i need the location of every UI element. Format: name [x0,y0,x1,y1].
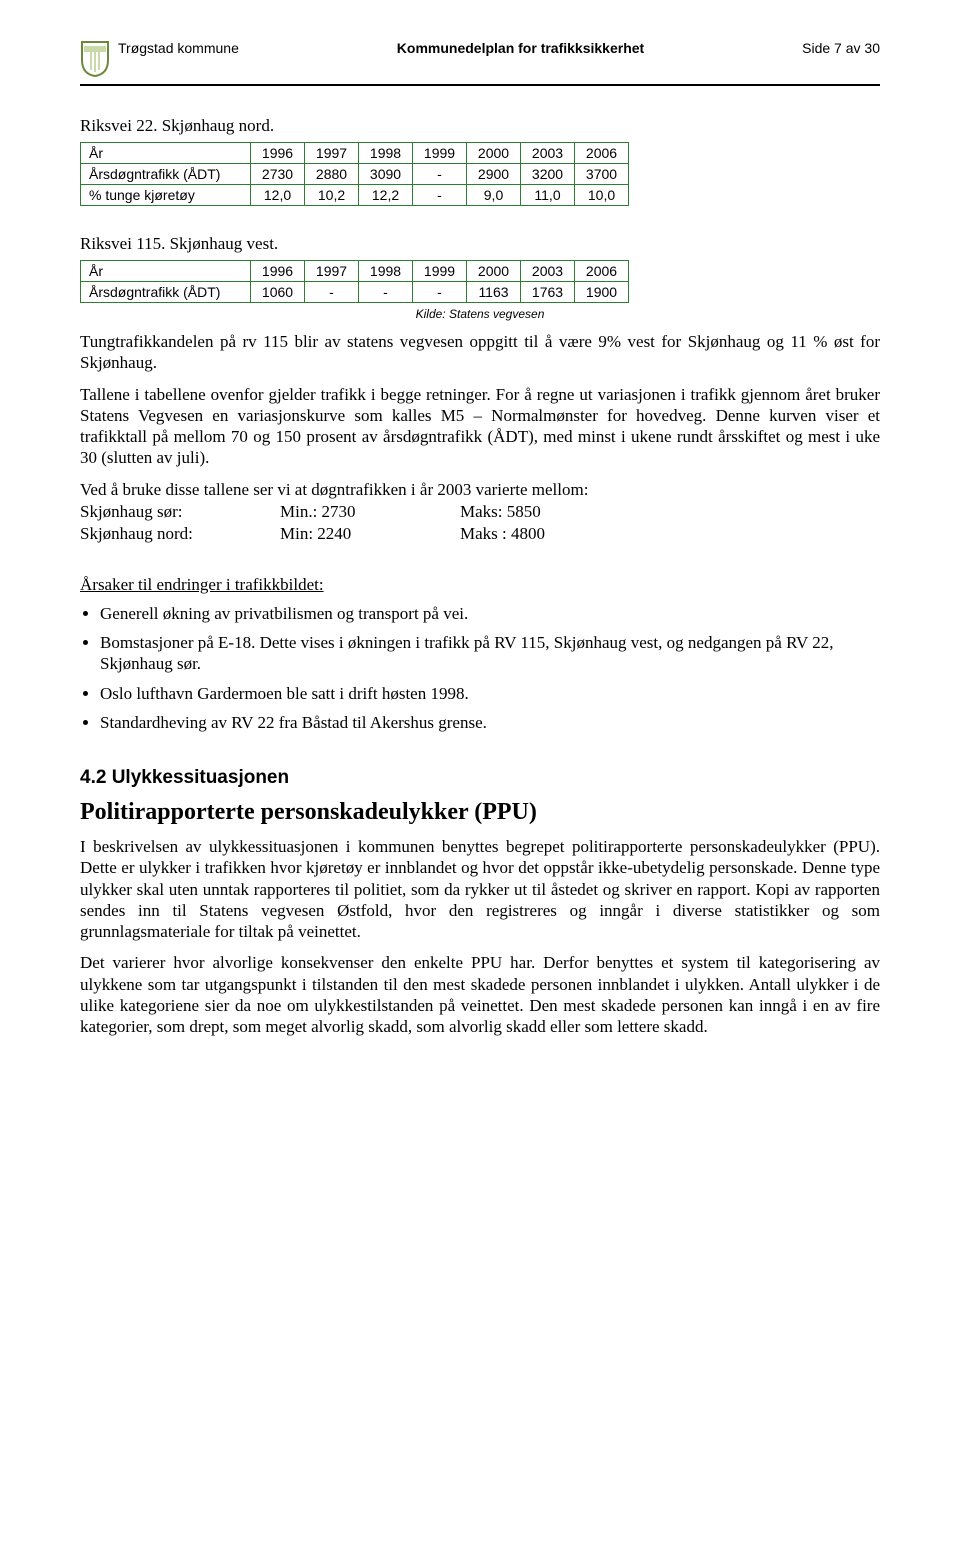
municipality-shield-icon [80,40,110,78]
col-header-year: 2006 [575,143,629,164]
col-header-year: 1996 [251,143,305,164]
list-item: Generell økning av privatbilismen og tra… [100,603,880,624]
stats-min: Min.: 2730 [280,501,460,523]
page-header: Trøgstad kommune Kommunedelplan for traf… [80,40,880,78]
table-riksvei115: År1996199719981999200020032006 Årsdøgntra… [80,260,629,303]
header-divider [80,84,880,86]
stats-label: Skjønhaug sør: [80,501,280,523]
ppu-heading: Politirapporterte personskadeulykker (PP… [80,799,880,826]
row-label: Årsdøgntrafikk (ÅDT) [81,282,251,303]
col-header-label: År [81,143,251,164]
causes-title: Årsaker til endringer i trafikkbildet: [80,575,880,595]
col-header-year: 2006 [575,261,629,282]
list-item: Oslo lufthavn Gardermoen ble satt i drif… [100,683,880,704]
table-cell: 2730 [251,164,305,185]
list-item: Standardheving av RV 22 fra Båstad til A… [100,712,880,733]
col-header-year: 1997 [305,143,359,164]
stats-intro: Ved å bruke disse tallene ser vi at døgn… [80,479,880,501]
table-cell: - [413,164,467,185]
table-cell: 9,0 [467,185,521,206]
table-cell: 1060 [251,282,305,303]
table-riksvei22: År1996199719981999200020032006 Årsdøgntra… [80,142,629,206]
header-municipality: Trøgstad kommune [118,40,239,56]
header-doc-title: Kommunedelplan for trafikksikkerhet [397,40,644,56]
table-source: Kilde: Statens vegvesen [80,307,880,321]
col-header-year: 2000 [467,261,521,282]
table-cell: 3200 [521,164,575,185]
table-cell: - [305,282,359,303]
col-header-label: År [81,261,251,282]
stats-min: Min: 2240 [280,523,460,545]
causes-list: Generell økning av privatbilismen og tra… [80,603,880,733]
col-header-year: 1998 [359,143,413,164]
table-cell: - [413,282,467,303]
stats-row-nord: Skjønhaug nord: Min: 2240 Maks : 4800 [80,523,880,545]
col-header-year: 1999 [413,143,467,164]
table-cell: 3700 [575,164,629,185]
stats-maks: Maks: 5850 [460,501,541,523]
col-header-year: 2003 [521,261,575,282]
stats-maks: Maks : 4800 [460,523,545,545]
table-cell: 1763 [521,282,575,303]
table-cell: 3090 [359,164,413,185]
section1-label: Riksvei 22. Skjønhaug nord. [80,116,880,136]
header-page-number: Side 7 av 30 [802,40,880,56]
table-cell: 2900 [467,164,521,185]
table-cell: 1163 [467,282,521,303]
stats-block: Ved å bruke disse tallene ser vi at døgn… [80,479,880,545]
col-header-year: 1999 [413,261,467,282]
table-cell: 10,0 [575,185,629,206]
table-cell: 11,0 [521,185,575,206]
col-header-year: 1998 [359,261,413,282]
paragraph-tungtrafikk: Tungtrafikkandelen på rv 115 blir av sta… [80,331,880,374]
col-header-year: 1997 [305,261,359,282]
paragraph-ppu-2: Det varierer hvor alvorlige konsekvenser… [80,952,880,1037]
stats-label: Skjønhaug nord: [80,523,280,545]
table-cell: 12,0 [251,185,305,206]
table-cell: 10,2 [305,185,359,206]
section-4-2-heading: 4.2 Ulykkessituasjonen [80,767,880,789]
col-header-year: 2000 [467,143,521,164]
table-cell: 12,2 [359,185,413,206]
col-header-year: 2003 [521,143,575,164]
section2-label: Riksvei 115. Skjønhaug vest. [80,234,880,254]
table-cell: 2880 [305,164,359,185]
row-label: % tunge kjøretøy [81,185,251,206]
row-label: Årsdøgntrafikk (ÅDT) [81,164,251,185]
table-cell: - [359,282,413,303]
table-cell: 1900 [575,282,629,303]
paragraph-tallene: Tallene i tabellene ovenfor gjelder traf… [80,384,880,469]
paragraph-ppu-1: I beskrivelsen av ulykkessituasjonen i k… [80,836,880,942]
table-cell: - [413,185,467,206]
col-header-year: 1996 [251,261,305,282]
header-left: Trøgstad kommune [80,40,239,78]
list-item: Bomstasjoner på E-18. Dette vises i økni… [100,632,880,675]
stats-row-sor: Skjønhaug sør: Min.: 2730 Maks: 5850 [80,501,880,523]
